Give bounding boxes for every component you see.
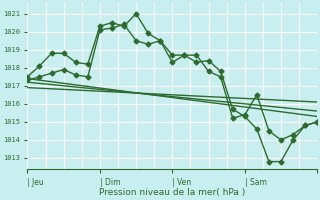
X-axis label: Pression niveau de la mer( hPa ): Pression niveau de la mer( hPa ) <box>99 188 245 197</box>
